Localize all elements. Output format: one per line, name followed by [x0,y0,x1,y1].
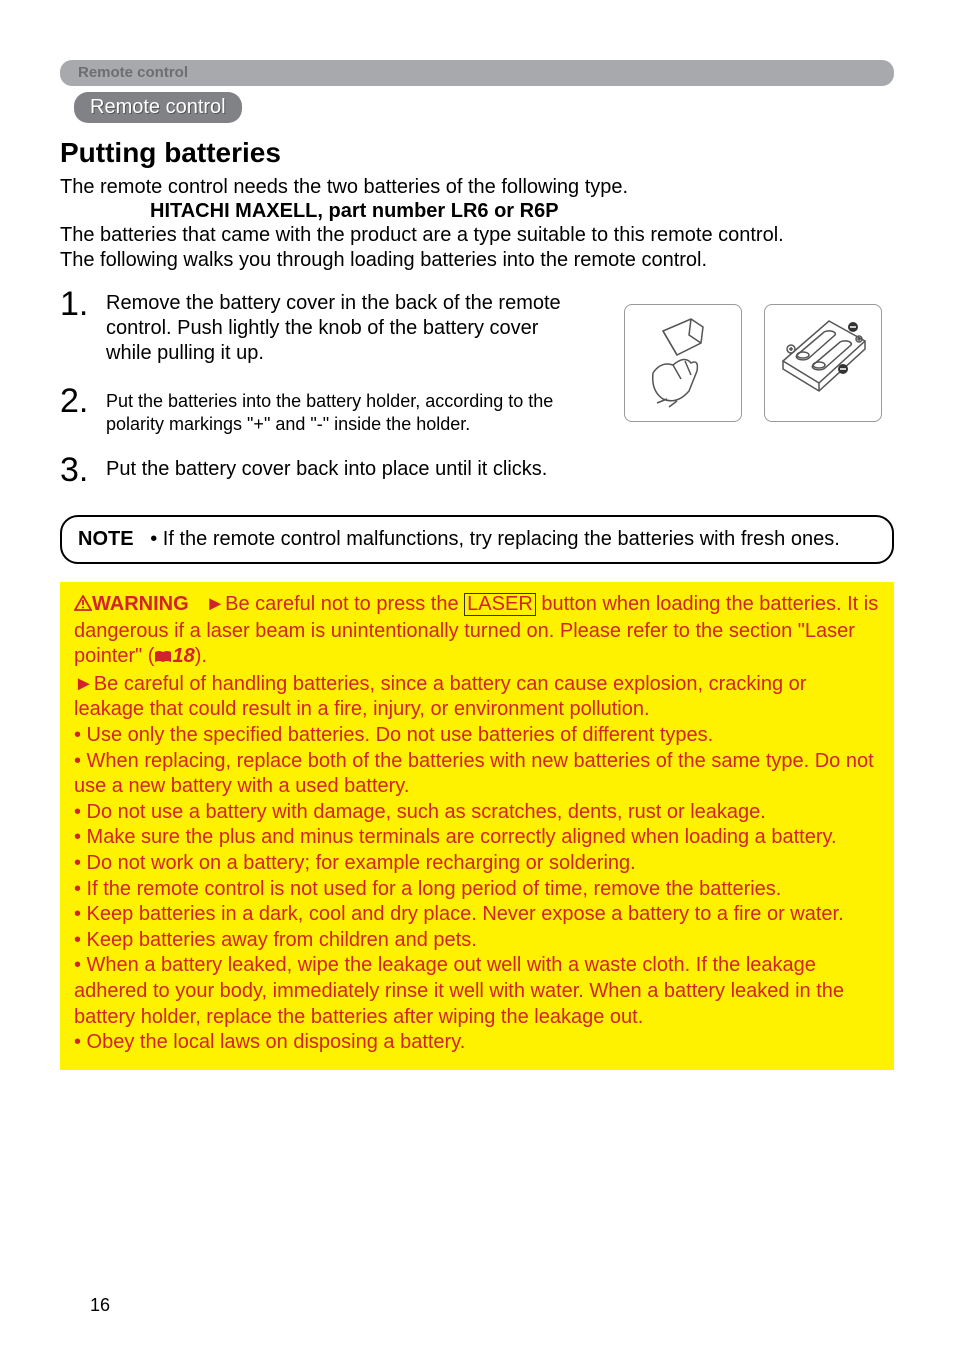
battery-holder-icon [773,313,873,413]
manual-reference-icon [154,646,172,672]
illustration-group [624,304,882,422]
warning-box: WARNING ►Be careful not to press the LAS… [60,582,894,1070]
warning-bullet: • Keep batteries away from children and … [74,929,477,951]
intro-line-2a: The batteries that came with the product… [60,223,894,248]
warning-bullet: • When a battery leaked, wipe the leakag… [74,954,844,1027]
note-label: NOTE [78,528,134,550]
warning-bullet: • Do not work on a battery; for example … [74,852,636,874]
intro-line-2b: The following walks you through loading … [60,248,894,273]
page-number: 16 [90,1295,110,1316]
step-text: Put the batteries into the battery holde… [106,384,606,435]
warning-para-2: ►Be careful of handling batteries, since… [74,673,806,721]
step-number: 3. [60,453,106,487]
page-heading: Putting batteries [60,137,894,169]
illustration-insert-batteries [764,304,882,422]
warning-bullet: • If the remote control is not used for … [74,878,781,900]
intro-line-1: The remote control needs the two batteri… [60,175,894,200]
warning-bullet: • Make sure the plus and minus terminals… [74,826,837,848]
step-number: 1. [60,287,106,321]
subsection-pill: Remote control [74,92,242,123]
section-header-text: Remote control [78,64,188,81]
warning-lead-a: Be careful not to press the [225,593,464,615]
warning-triangle-icon [74,593,92,619]
subsection-pill-text: Remote control [90,96,226,118]
warning-bullet: • Do not use a battery with damage, such… [74,801,766,823]
warning-lead-c: ). [195,645,207,667]
step-number: 2. [60,384,106,418]
note-text: If the remote control malfunctions, try … [163,528,840,550]
step-text: Remove the battery cover in the back of … [106,287,566,366]
bullet-dot: • [139,528,163,550]
warning-bullet: • Obey the local laws on disposing a bat… [74,1031,465,1053]
section-header-bar: Remote control [60,60,894,86]
arrow-icon: ► [205,593,225,615]
page-reference: 18 [172,645,194,667]
warning-bullet: • When replacing, replace both of the ba… [74,750,874,798]
warning-label: WARNING [92,593,189,615]
laser-button-word: LASER [464,593,536,616]
hand-remote-icon [633,313,733,413]
warning-bullet: • Keep batteries in a dark, cool and dry… [74,903,844,925]
step-text: Put the battery cover back into place un… [106,453,547,482]
step-3: 3. Put the battery cover back into place… [60,453,894,487]
warning-bullet: • Use only the specified batteries. Do n… [74,724,713,746]
warning-content: WARNING ►Be careful not to press the LAS… [74,592,880,1056]
part-spec: HITACHI MAXELL, part number LR6 or R6P [60,200,894,223]
note-box: NOTE • If the remote control malfunction… [60,515,894,564]
illustration-remove-cover [624,304,742,422]
